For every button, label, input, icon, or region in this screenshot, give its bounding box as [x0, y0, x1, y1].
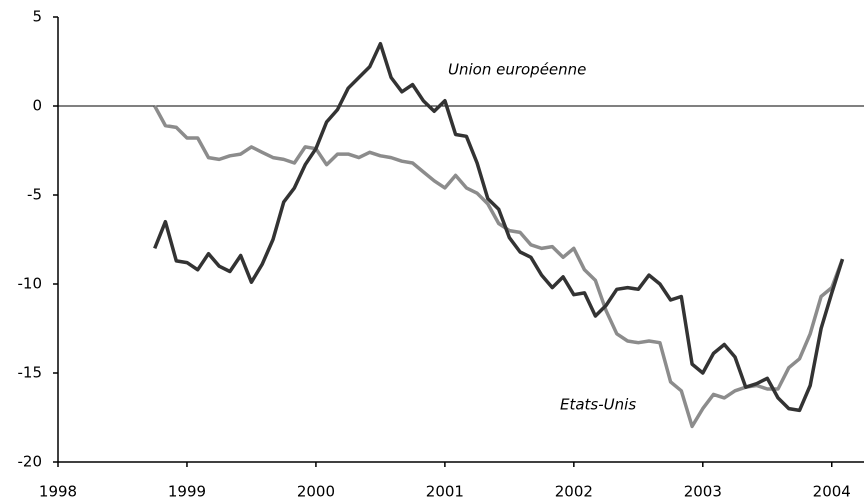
x-tick-label: 2004	[813, 483, 851, 501]
x-tick-label: 1999	[168, 483, 206, 501]
y-tick-label: -15	[18, 364, 43, 382]
y-tick-label: -20	[18, 453, 43, 471]
x-tick-label: 1998	[39, 483, 77, 501]
annotation: Union européenne	[448, 61, 586, 79]
y-tick-label: -10	[18, 275, 43, 293]
y-tick-label: 5	[32, 8, 42, 26]
annotation: Etats-Unis	[560, 396, 636, 414]
x-tick-label: 2003	[684, 483, 722, 501]
y-tick-label: -5	[27, 186, 42, 204]
x-tick-label: 2002	[555, 483, 593, 501]
line-series	[153, 41, 845, 413]
x-tick-label: 2000	[297, 483, 335, 501]
y-tick-label: 0	[32, 97, 42, 115]
x-tick-label: 2001	[426, 483, 464, 501]
line-series	[153, 105, 845, 429]
